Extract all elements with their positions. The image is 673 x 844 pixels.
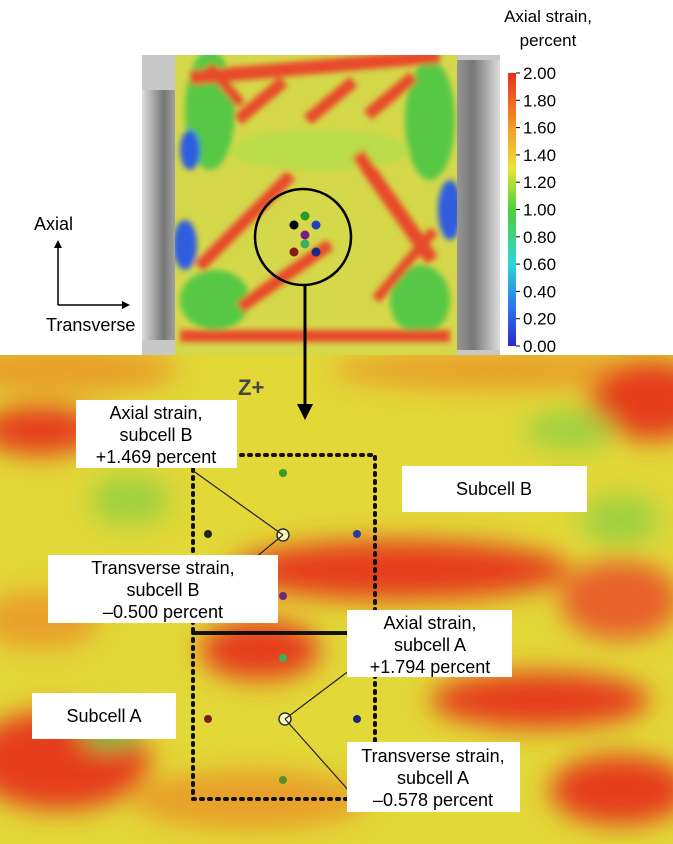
strain-field	[175, 55, 457, 355]
axial-label: Axial	[34, 214, 73, 234]
callout: subcell A	[397, 768, 469, 788]
streak	[194, 170, 296, 272]
blob	[438, 180, 457, 240]
arrowhead	[122, 301, 130, 309]
colorbar-title: percent	[520, 31, 577, 50]
gauges	[191, 469, 361, 793]
marker	[289, 247, 299, 257]
callout: Transverse strain,	[361, 746, 504, 766]
colorbar-tick-label: 0.20	[523, 310, 556, 329]
gauge-point	[353, 715, 361, 723]
marker	[300, 230, 310, 240]
blob	[590, 360, 673, 440]
colorbar-tick-label: 2.00	[523, 64, 556, 83]
colorbar-tick-label: 0.00	[523, 337, 556, 356]
blob	[550, 755, 673, 825]
callout: –0.578 percent	[373, 790, 493, 810]
colorbar-tick-label: 1.00	[523, 201, 556, 220]
blob	[180, 270, 250, 330]
region-label: Subcell B	[456, 479, 532, 499]
callout: –0.500 percent	[103, 602, 223, 622]
callout: subcell B	[126, 580, 199, 600]
callout: Axial strain,	[383, 613, 476, 633]
marker	[300, 211, 310, 221]
transverse-label: Transverse	[46, 315, 135, 335]
streak	[363, 71, 418, 120]
streak	[180, 330, 450, 342]
callout: +1.469 percent	[96, 447, 217, 467]
callout: +1.794 percent	[370, 657, 491, 677]
grip-left	[142, 90, 178, 340]
blob	[0, 355, 180, 395]
region-box	[402, 466, 587, 512]
gauge-point	[279, 654, 287, 662]
orientation: Axial Transverse	[34, 214, 135, 335]
blob	[180, 130, 200, 170]
callout-box	[347, 610, 512, 677]
streak	[303, 76, 358, 125]
colorbar-tick-label: 1.40	[523, 146, 556, 165]
grip-right	[455, 60, 500, 350]
gauge-point	[279, 469, 287, 477]
streak	[372, 227, 438, 303]
marker	[311, 247, 321, 257]
streak	[236, 239, 334, 313]
blob	[580, 495, 660, 545]
blob	[390, 265, 450, 335]
callout-box	[76, 400, 237, 468]
blob	[430, 672, 650, 728]
gauge-point	[204, 715, 212, 723]
callout-box	[347, 742, 520, 812]
colorbar-title: Axial strain,	[504, 7, 592, 26]
callout: Transverse strain,	[91, 558, 234, 578]
callout-box	[48, 555, 278, 623]
callout: subcell B	[119, 425, 192, 445]
blob	[525, 410, 615, 450]
marker	[311, 220, 321, 230]
subcell-a-frame	[191, 631, 377, 801]
streak	[205, 62, 245, 108]
gauge-point	[279, 776, 287, 784]
callout: subcell A	[394, 635, 466, 655]
gauge-point	[204, 530, 212, 538]
blob	[560, 560, 673, 640]
marker	[289, 220, 299, 230]
colorbar-tick-label: 1.20	[523, 173, 556, 192]
blob	[175, 220, 197, 270]
colorbar-tick-label: 0.60	[523, 255, 556, 274]
zoom-circle	[253, 187, 353, 287]
field-blobs	[175, 55, 457, 342]
gauge-point	[353, 530, 361, 538]
streak	[189, 55, 441, 85]
blob	[0, 405, 100, 455]
blob	[90, 475, 170, 525]
blob	[330, 355, 670, 390]
streak	[233, 76, 288, 125]
colorbar-tick-label: 0.40	[523, 282, 556, 301]
region-label: Subcell A	[66, 706, 141, 726]
streak	[351, 149, 439, 265]
arrowhead	[54, 240, 62, 248]
region-box	[32, 693, 176, 739]
gauge-point	[279, 592, 287, 600]
colorbar-tick-label: 1.60	[523, 119, 556, 138]
colorbar-scale	[508, 73, 516, 346]
colorbar-tick-label: 1.80	[523, 91, 556, 110]
colorbar-tick-label: 0.80	[523, 228, 556, 247]
blob	[405, 60, 455, 180]
blob	[230, 540, 570, 600]
blob	[230, 130, 410, 170]
colorbar: Axial strain, percent 2.00 1.80 1.60 1.40 1.…	[504, 7, 592, 356]
arrowhead	[297, 404, 313, 420]
direction-label: Z+	[238, 375, 264, 400]
marker	[300, 239, 310, 249]
callout: Axial strain,	[109, 403, 202, 423]
blob	[200, 620, 320, 680]
specimen-image	[142, 55, 500, 355]
